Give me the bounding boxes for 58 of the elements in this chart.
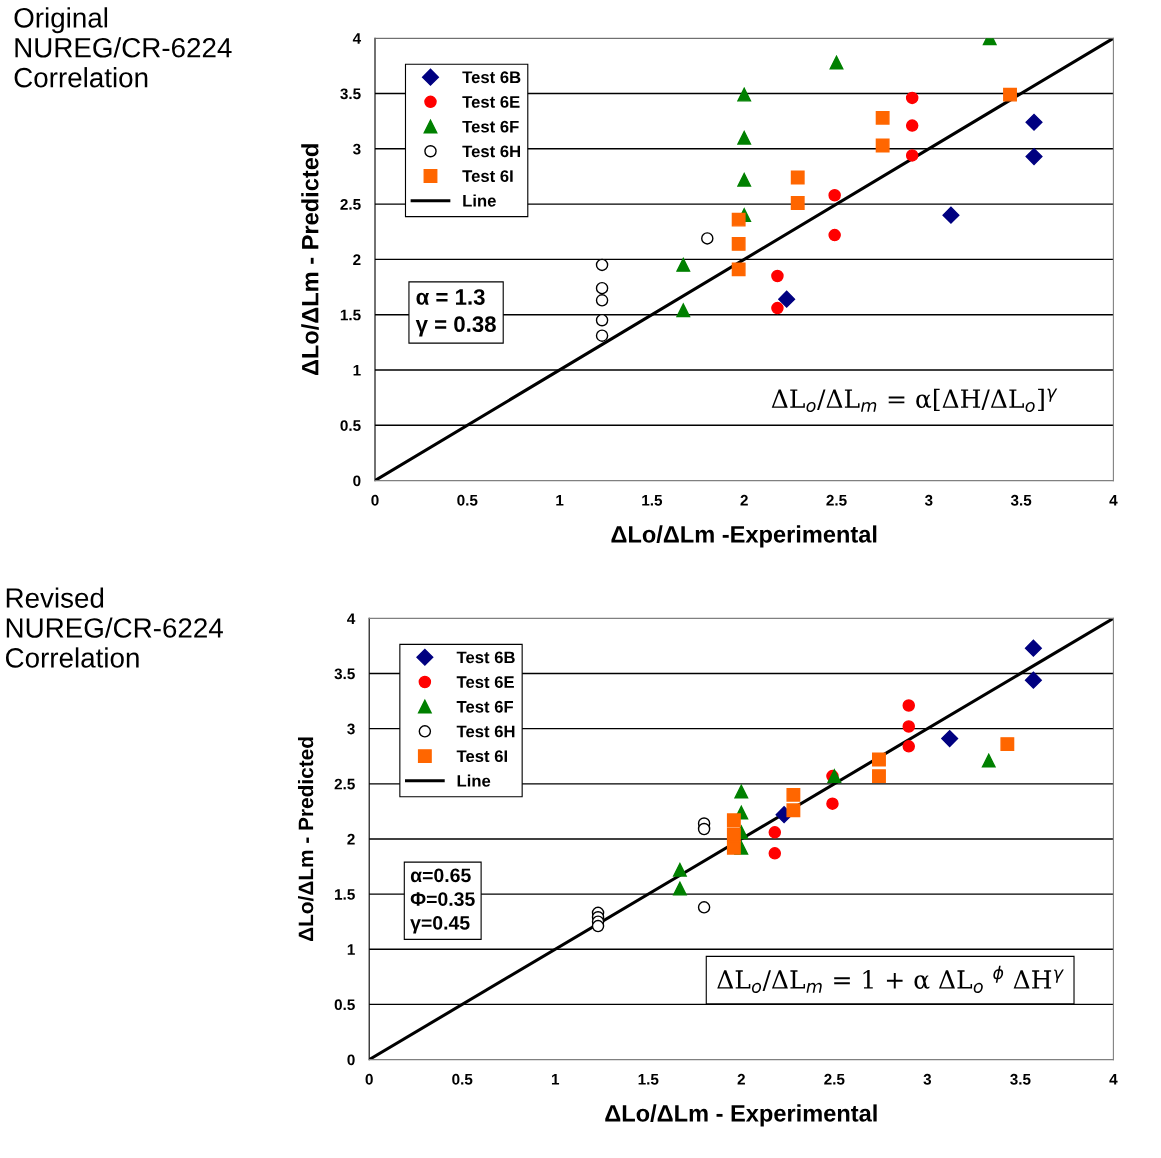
x-axis-title: ΔLo/ΔLm - Experimental xyxy=(605,1104,877,1127)
y-tick-label: 2.5 xyxy=(334,778,355,790)
x-tick-label: 1.5 xyxy=(642,495,663,506)
annotation: α = 1.3 γ = 0.38 xyxy=(415,289,496,337)
y-tick-label: 3 xyxy=(347,723,355,735)
x-tick-label: 0 xyxy=(365,1073,373,1085)
y-tick-label: 2.5 xyxy=(340,198,361,210)
y-tick-label: 2 xyxy=(347,833,355,845)
x-tick-label: 3 xyxy=(923,1073,932,1085)
x-tick-label: 3 xyxy=(924,494,933,506)
text: Original NUREG/CR-6224 Correlation xyxy=(14,7,232,88)
y-tick-label: 0.5 xyxy=(340,420,361,431)
y-tick-label: 4 xyxy=(352,33,362,44)
y-tick-label: 1.5 xyxy=(335,889,355,900)
y-tick-label: 3.5 xyxy=(334,668,355,680)
y-tick-label: 3 xyxy=(352,143,361,155)
annotation: ΔL$_{o}$/ΔL$_{m}$ = α[ΔH/ΔL$_{o}$]$^{γ}$ xyxy=(771,388,1058,413)
legend-label: Line xyxy=(457,774,491,787)
legend-label: Test 6F xyxy=(462,120,519,133)
text: ΔL$_{o}$/ΔL$_{m}$ = 1 + α ΔL$_{o}$ $^{ϕ}$ ΔH$^{γ}$ xyxy=(717,965,1064,993)
x-axis-title: ΔLo/ΔLm -Experimental xyxy=(611,525,877,548)
legend-label: Test 6B xyxy=(462,71,521,84)
legend-label: Test 6I xyxy=(456,750,507,763)
legend-label: Test 6E xyxy=(462,96,520,108)
x-tick-label: 4 xyxy=(1109,1074,1118,1085)
y-tick-label: 1.5 xyxy=(340,309,361,321)
legend-label: Test 6H xyxy=(462,145,521,158)
x-tick-label: 2.5 xyxy=(824,1073,845,1085)
x-tick-label: 1.5 xyxy=(638,1074,659,1085)
legend-label: Test 6F xyxy=(456,700,514,713)
text: Revised NUREG/CR-6224 Correlation xyxy=(5,587,223,668)
x-tick-label: 0.5 xyxy=(452,1073,473,1085)
annotation: α=0.65 Φ=0.35 γ=0.45 xyxy=(410,868,475,934)
y-axis-title: ΔLo/ΔLm - Predicted xyxy=(301,144,319,376)
y-axis-title: ΔLo/ΔLm - Predicted xyxy=(297,737,314,942)
x-tick-label: 1 xyxy=(551,1074,560,1085)
y-tick-label: 0 xyxy=(347,1054,355,1066)
x-tick-label: 4 xyxy=(1109,495,1118,506)
y-tick-label: 4 xyxy=(347,613,356,624)
x-tick-label: 2.5 xyxy=(826,494,847,506)
y-tick-label: 3.5 xyxy=(340,88,361,100)
x-tick-label: 1 xyxy=(556,495,564,506)
y-tick-label: 2 xyxy=(353,254,361,265)
y-tick-label: 1 xyxy=(347,944,355,955)
y-tick-label: 0 xyxy=(353,475,361,487)
y-tick-label: 0.5 xyxy=(334,999,355,1011)
x-tick-label: 0 xyxy=(371,494,379,506)
x-tick-label: 2 xyxy=(737,1073,745,1085)
x-tick-label: 2 xyxy=(740,494,748,506)
legend-label: Test 6H xyxy=(456,725,515,738)
x-tick-label: 3.5 xyxy=(1010,494,1032,506)
x-tick-label: 3.5 xyxy=(1010,1073,1031,1085)
x-tick-label: 0.5 xyxy=(457,494,478,506)
legend-label: Test 6E xyxy=(456,676,514,688)
legend-label: Line xyxy=(463,194,496,207)
legend-label: Test 6I xyxy=(462,170,513,182)
legend-label: Test 6B xyxy=(456,651,515,664)
y-tick-label: 1 xyxy=(353,365,361,376)
